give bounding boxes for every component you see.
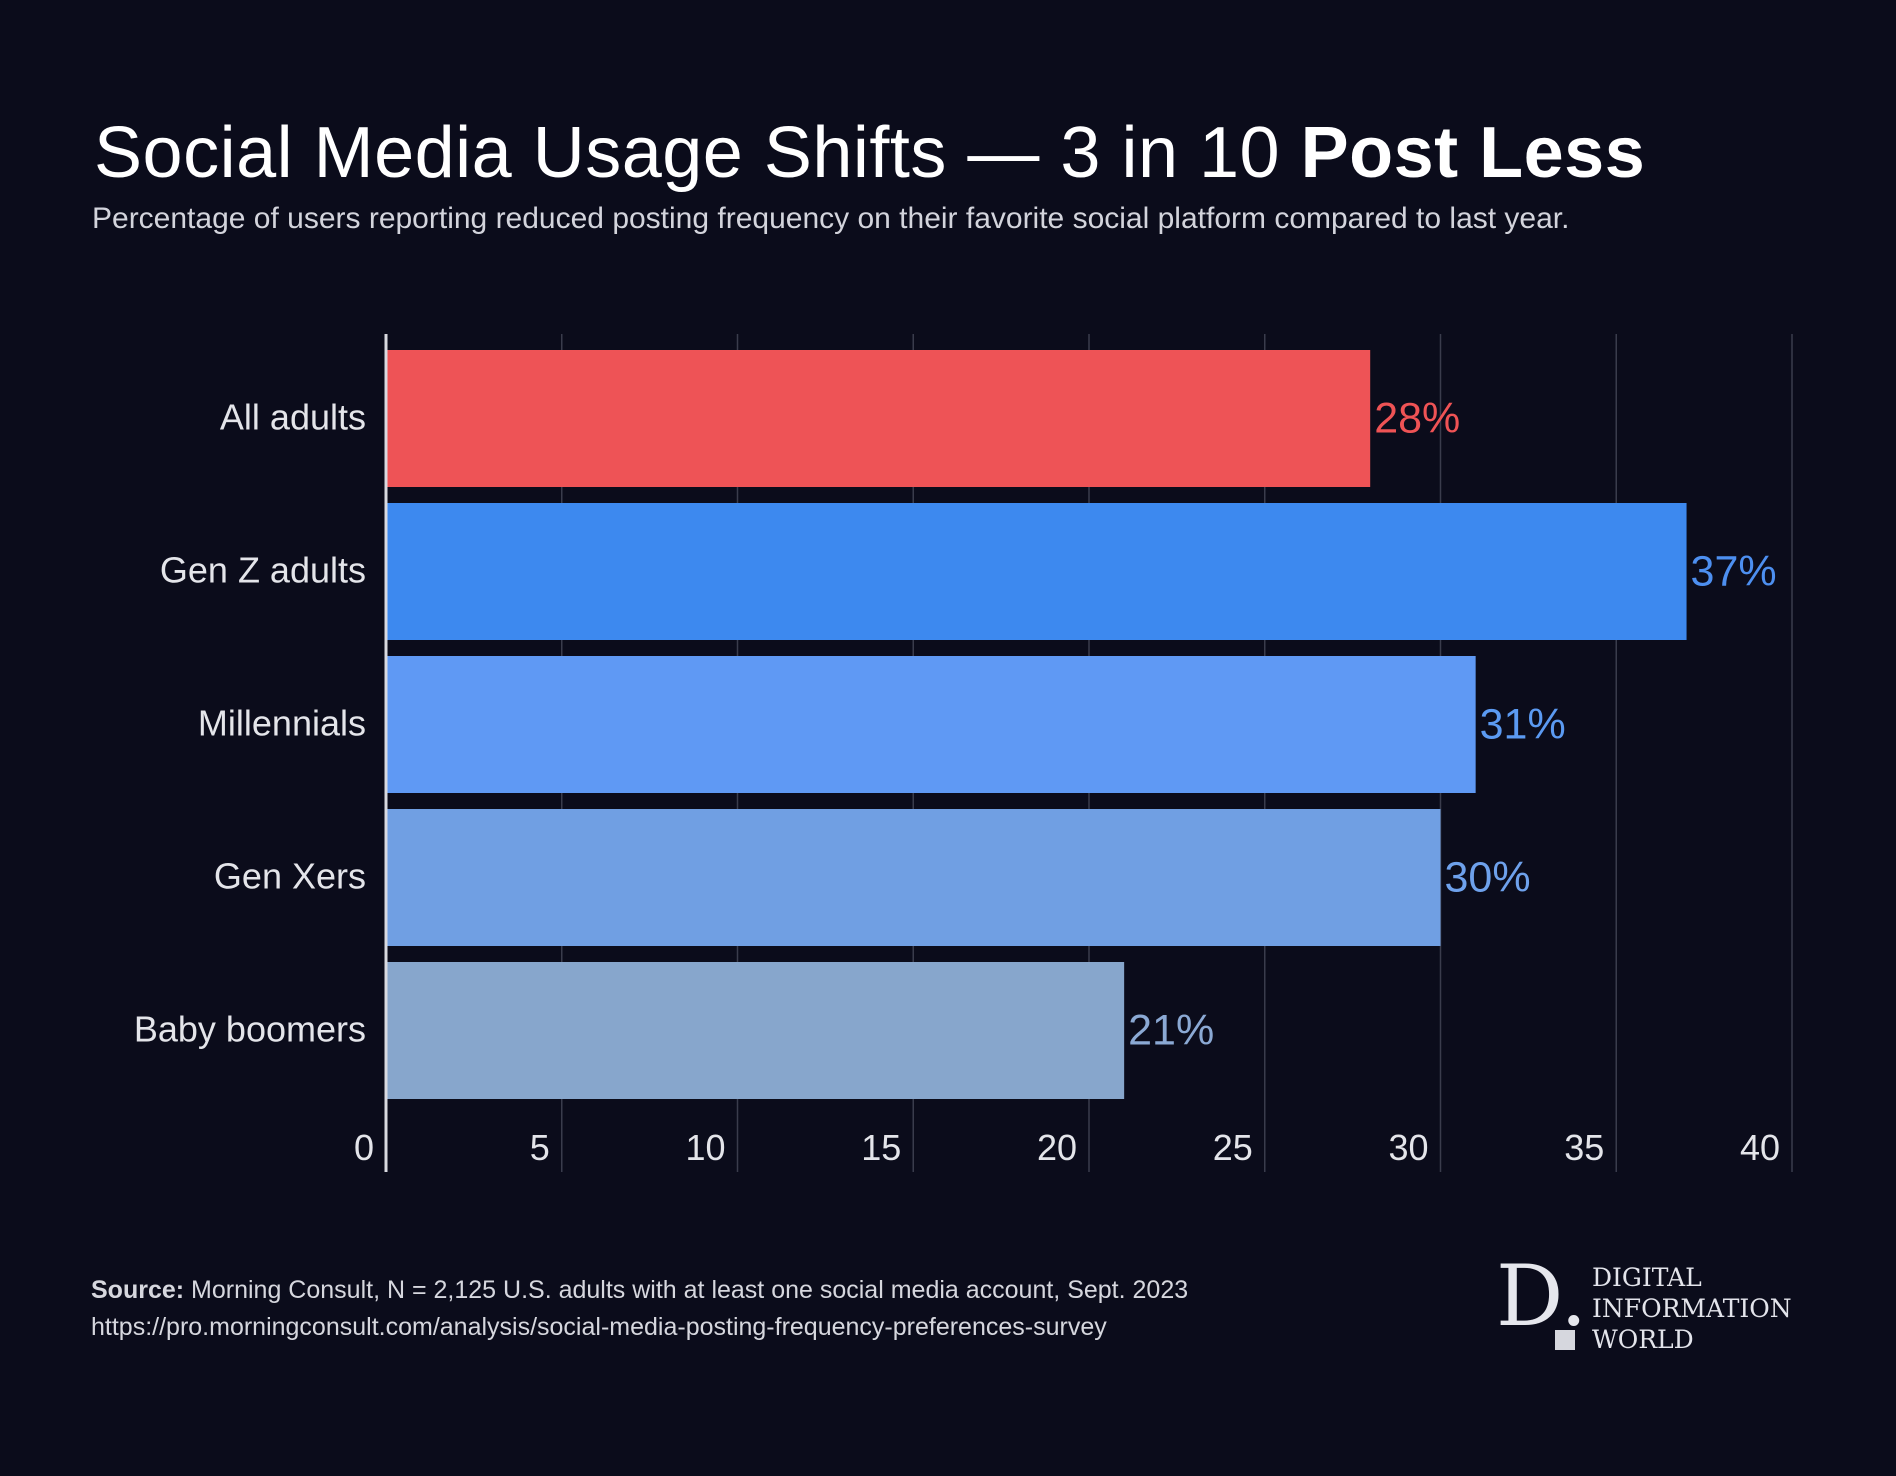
source-line: Source: Morning Consult, N = 2,125 U.S. … [91, 1272, 1188, 1309]
source-text: Morning Consult, N = 2,125 U.S. adults w… [184, 1276, 1189, 1304]
chart-title-main: Social Media Usage Shifts — 3 in 10 [94, 113, 1301, 194]
bar-gen-xers [386, 809, 1441, 946]
logo-line-3: WORLD [1592, 1325, 1694, 1354]
x-tick-label: 0 [354, 1127, 374, 1168]
logo-wordmark: DIGITAL INFORMATION WORLD [1592, 1262, 1792, 1355]
value-label: 37% [1691, 548, 1777, 596]
bar-gen-z-adults [386, 503, 1687, 640]
source-label: Source: [91, 1276, 185, 1304]
bar-baby-boomers [386, 962, 1125, 1099]
logo-letter: D. [1496, 1247, 1588, 1345]
value-label: 28% [1374, 395, 1460, 443]
category-label: Gen Z adults [160, 550, 366, 591]
x-tick-label: 20 [1037, 1127, 1077, 1168]
category-label: Gen Xers [214, 856, 366, 897]
value-label: 30% [1445, 854, 1531, 902]
value-label: 21% [1128, 1007, 1214, 1055]
bar-chart: All adults 28% Gen Z adults 37% Millennials 3… [134, 334, 1793, 1172]
value-label: 31% [1480, 701, 1566, 749]
chart-subtitle: Percentage of users reporting reduced po… [92, 202, 1570, 235]
source-note: Source: Morning Consult, N = 2,125 U.S. … [91, 1272, 1188, 1346]
x-tick-label: 35 [1564, 1127, 1604, 1168]
category-label: Baby boomers [134, 1009, 366, 1050]
category-label: Millennials [198, 703, 366, 744]
x-tick-label: 40 [1740, 1127, 1780, 1168]
x-tick-label: 10 [685, 1127, 725, 1168]
logo-line-1: DIGITAL [1592, 1263, 1702, 1292]
x-tick-label: 30 [1388, 1127, 1428, 1168]
chart-title-emphasis: Post Less [1300, 113, 1646, 194]
chart-title: Social Media Usage Shifts — 3 in 10 Post… [94, 114, 1645, 193]
x-tick-label: 5 [530, 1127, 550, 1168]
logo-square-icon [1555, 1330, 1575, 1350]
digital-information-world-logo: D. DIGITAL INFORMATION WORLD [1496, 1254, 1796, 1355]
logo-line-2: INFORMATION [1592, 1294, 1792, 1323]
x-tick-label: 15 [861, 1127, 901, 1168]
bar-millennials [386, 656, 1476, 793]
x-tick-label: 25 [1213, 1127, 1253, 1168]
category-label: All adults [220, 397, 366, 438]
bar-all-adults [386, 350, 1371, 487]
source-url: https://pro.morningconsult.com/analysis/… [91, 1313, 1107, 1341]
